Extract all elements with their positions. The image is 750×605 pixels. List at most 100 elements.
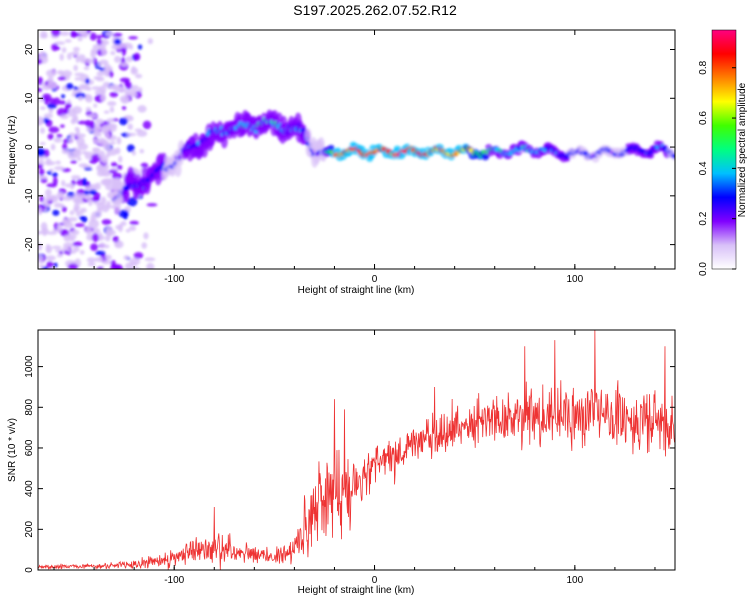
heatmap-noise-cell [66, 52, 72, 60]
heatmap-noise-cell [39, 195, 44, 203]
heatmap-noise-cell [93, 76, 102, 80]
heatmap-noise-cell [83, 167, 93, 171]
colorbar-tick-label: 0.4 [698, 161, 709, 175]
heatmap-noise-cell [74, 92, 86, 99]
heatmap-noise-cell [104, 72, 111, 77]
heatmap-noise-cell [88, 219, 100, 229]
heatmap-noise-cell [105, 153, 110, 158]
heatmap-noise-cell [112, 235, 119, 243]
heatmap-noise-cell [57, 100, 67, 105]
heatmap-noise-cell [71, 229, 80, 236]
heatmap-noise-cell [68, 136, 74, 144]
heatmap-noise-cell [60, 94, 66, 99]
heatmap-noise-cell [61, 179, 66, 187]
y-tick-label: -10 [24, 188, 35, 203]
heatmap-noise-cell [70, 31, 80, 38]
heatmap-noise-cell [73, 64, 78, 72]
heatmap-noise-cell [38, 164, 43, 169]
heatmap-noise-cell [92, 57, 98, 65]
colorbar: 0.0 0.2 0.4 0.6 0.8 Normalized spectral ampl… [698, 29, 748, 276]
heatmap-noise-cell [44, 196, 54, 202]
heatmap-noise-cell [56, 253, 63, 258]
heatmap-noise-cell [63, 234, 71, 242]
heatmap-noise-cell [70, 51, 80, 56]
heatmap-noise-cell [61, 149, 71, 155]
heatmap-noise-cell [98, 150, 106, 160]
heatmap-noise-cell [59, 31, 70, 36]
top-y-axis-label: Frequency (Hz) [7, 116, 18, 185]
heatmap-layer [38, 30, 675, 269]
y-tick-label: 0 [24, 567, 35, 573]
heatmap-noise-cell [95, 250, 106, 256]
heatmap-noise-cell [141, 242, 148, 249]
heatmap-noise-cell [38, 264, 45, 268]
heatmap-noise-cell [84, 58, 95, 64]
y-tick-label: 800 [24, 399, 35, 416]
y-tick-label: 20 [24, 44, 35, 56]
heatmap-noise-cell [108, 123, 113, 127]
heatmap-noise-cell [93, 103, 98, 108]
heatmap-noise-cell [123, 211, 128, 220]
heatmap-noise-cell [93, 123, 101, 132]
heatmap-noise-cell [83, 66, 90, 70]
heatmap-noise-cell [40, 127, 45, 134]
heatmap-noise-cell [97, 61, 103, 67]
y-tick-label: 10 [24, 92, 35, 104]
heatmap-noise-cell [101, 126, 110, 135]
heatmap-noise-cell [96, 164, 105, 172]
heatmap-noise-cell [121, 98, 129, 104]
heatmap-noise-cell [78, 96, 84, 102]
heatmap-noise-cell [60, 114, 69, 119]
heatmap-noise-cell [70, 160, 78, 164]
heatmap-noise-cell [47, 76, 54, 84]
heatmap-noise-cell [96, 266, 104, 269]
heatmap-noise-cell [109, 70, 114, 78]
heatmap-noise-cell [123, 255, 130, 260]
heatmap-noise-cell [85, 106, 92, 112]
heatmap-noise-cell [71, 175, 81, 180]
heatmap-halo-cell [327, 144, 335, 151]
heatmap-noise-cell [133, 252, 144, 259]
heatmap-noise-cell [120, 62, 129, 67]
heatmap-noise-cell [92, 43, 103, 50]
heatmap-noise-cell [73, 86, 79, 91]
heatmap-noise-cell [78, 215, 86, 220]
heatmap-noise-cell [120, 87, 128, 93]
heatmap-noise-cell [111, 172, 123, 180]
heatmap-noise-cell [76, 133, 86, 138]
heatmap-noise-cell [73, 150, 82, 158]
heatmap-noise-cell [62, 246, 71, 253]
heatmap-noise-cell [139, 149, 145, 154]
heatmap-noise-cell [97, 139, 109, 145]
heatmap-noise-cell [131, 67, 136, 74]
heatmap-noise-cell [87, 198, 93, 207]
heatmap-noise-cell [47, 102, 57, 109]
heatmap-noise-cell [40, 30, 48, 38]
heatmap-noise-cell [82, 177, 88, 187]
heatmap-noise-cell [78, 163, 88, 168]
heatmap-noise-cell [62, 195, 73, 201]
heatmap-noise-cell [100, 93, 107, 102]
heatmap-noise-cell [147, 38, 153, 45]
heatmap-noise-cell [108, 232, 113, 237]
heatmap-noise-cell [62, 142, 68, 151]
colorbar-tick-label: 0.2 [698, 211, 709, 225]
heatmap-noise-cell [44, 149, 50, 158]
colorbar-gradient [711, 29, 737, 270]
heatmap-noise-cell [93, 138, 98, 144]
heatmap-noise-cell [56, 224, 63, 233]
heatmap-noise-cell [135, 73, 143, 79]
heatmap-noise-cell [94, 257, 104, 263]
heatmap-noise-cell [114, 55, 121, 63]
heatmap-noise-cell [84, 190, 90, 196]
heatmap-noise-cell [73, 202, 80, 212]
heatmap-noise-cell [86, 257, 96, 263]
heatmap-noise-cell [128, 225, 137, 231]
heatmap-noise-cell [107, 101, 117, 107]
heatmap-noise-cell [116, 164, 123, 170]
heatmap-noise-cell [133, 52, 141, 61]
